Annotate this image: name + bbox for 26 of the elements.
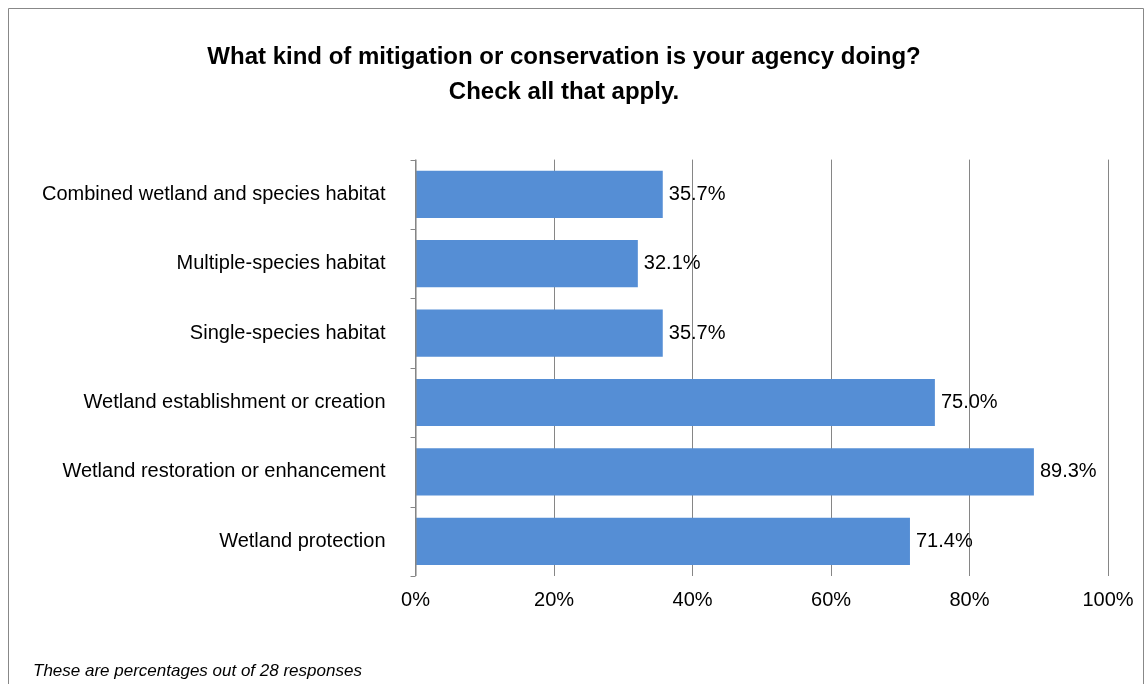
x-tick-label: 80% xyxy=(949,587,990,610)
chart-title: What kind of mitigation or conservation is your agency doing? Check all that apply. xyxy=(207,42,921,104)
bar xyxy=(416,309,663,357)
x-tick-label: 0% xyxy=(401,587,431,610)
data-label: 32.1% xyxy=(643,251,701,274)
text: These are percentages out of 28 responses xyxy=(33,661,363,680)
data-label: 35.7% xyxy=(668,181,726,204)
y-tick-label: Multiple-species habitat xyxy=(176,251,386,274)
data-label: 89.3% xyxy=(1039,459,1097,482)
bar xyxy=(416,170,663,218)
y-tick-label: Wetland establishment or creation xyxy=(83,390,386,413)
bar xyxy=(416,448,1034,496)
data-label: 75.0% xyxy=(940,390,998,413)
x-tick-label: 40% xyxy=(672,587,713,610)
x-tick-label: 20% xyxy=(534,587,575,610)
bar xyxy=(416,517,910,565)
data-label: 71.4% xyxy=(915,528,973,551)
x-tick-label: 100% xyxy=(1082,587,1134,610)
data-label: 35.7% xyxy=(668,320,726,343)
y-tick-label: Wetland protection xyxy=(219,528,386,551)
bar xyxy=(416,240,638,288)
y-tick-label: Single-species habitat xyxy=(189,320,386,343)
y-tick-label: Combined wetland and species habitat xyxy=(41,181,386,204)
bar xyxy=(416,378,935,427)
y-tick-label: Wetland restoration or enhancement xyxy=(62,459,386,482)
x-tick-label: 60% xyxy=(811,587,852,610)
